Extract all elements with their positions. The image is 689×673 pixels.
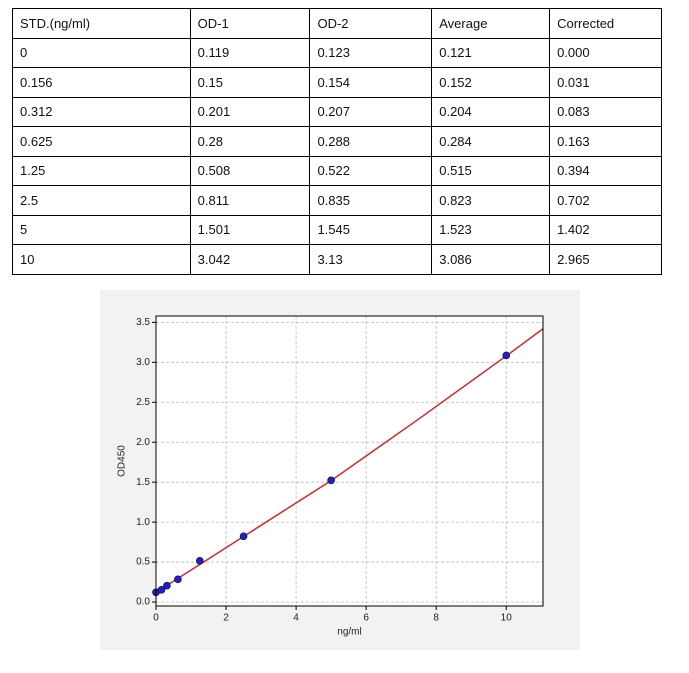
x-tick-label: 8 <box>433 613 439 624</box>
y-tick-label: 0.5 <box>136 557 150 568</box>
data-point <box>195 557 204 565</box>
data-point <box>157 586 166 594</box>
x-tick-label: 4 <box>293 613 299 624</box>
table-cell: 0.284 <box>431 126 551 157</box>
table-cell: 0.515 <box>431 155 551 186</box>
table-cell: Corrected <box>549 8 662 39</box>
table-cell: 0.312 <box>12 96 191 127</box>
y-tick-label: 2.5 <box>136 397 150 408</box>
table-cell: 0.702 <box>549 185 662 216</box>
table-cell: 0.207 <box>309 96 433 127</box>
table-row: STD.(ng/ml) OD-1 OD-2 Average Corrected <box>12 8 662 39</box>
table-cell: 0.121 <box>431 37 551 68</box>
y-tick-label: 3.5 <box>136 317 150 328</box>
y-axis-label: OD450 <box>117 445 128 477</box>
table-cell: 0.204 <box>431 96 551 127</box>
table-cell: 10 <box>12 244 191 275</box>
table-cell: OD-1 <box>189 8 311 39</box>
table-cell: 0.000 <box>549 37 662 68</box>
x-axis-label: ng/ml <box>337 627 361 638</box>
table-cell: 0.119 <box>189 37 311 68</box>
table-cell: 0.154 <box>309 67 433 98</box>
table-body: STD.(ng/ml) OD-1 OD-2 Average Corrected 0 0.11… <box>12 8 662 275</box>
data-point <box>174 575 182 584</box>
data-point <box>502 351 511 360</box>
data-point <box>239 532 248 541</box>
table-cell: 3.13 <box>309 244 433 275</box>
table-cell: 0.508 <box>189 155 311 186</box>
table-row: 0.156 0.15 0.154 0.152 0.031 <box>12 67 662 98</box>
table-cell: 2.5 <box>12 185 191 216</box>
x-tick-label: 2 <box>223 613 229 624</box>
table-row: 5 1.501 1.545 1.523 1.402 <box>12 214 662 245</box>
x-tick-label: 6 <box>363 613 369 624</box>
data-table: STD.(ng/ml) OD-1 OD-2 Average Corrected 0 0.11… <box>12 8 662 275</box>
table-cell: 0.031 <box>549 67 662 98</box>
table-cell: 3.086 <box>431 244 551 275</box>
data-point <box>327 476 335 485</box>
table-row: 0.312 0.201 0.207 0.204 0.083 <box>12 96 662 127</box>
x-tick-label: 10 <box>501 613 513 624</box>
table-cell: 1.545 <box>309 214 433 245</box>
table-cell: STD.(ng/ml) <box>12 8 191 39</box>
table-cell: 0.201 <box>189 96 311 127</box>
table-cell: 1.402 <box>549 214 662 245</box>
y-tick-label: 0.0 <box>136 597 150 608</box>
plot-area <box>156 316 543 606</box>
plot-frame <box>155 315 544 607</box>
table-cell: 0.394 <box>549 155 662 186</box>
y-tick-label: 1.5 <box>136 477 150 488</box>
y-tick-label: 3.0 <box>136 357 150 368</box>
table-cell: 0.152 <box>431 67 551 98</box>
table-cell: 2.965 <box>549 244 662 275</box>
y-tick-label: 2.0 <box>136 437 150 448</box>
table-row: 10 3.042 3.13 3.086 2.965 <box>12 244 662 275</box>
table-cell: 0.156 <box>12 67 191 98</box>
x-tick-label: 0 <box>153 613 159 624</box>
table-cell: 0.083 <box>549 96 662 127</box>
data-point <box>163 581 171 590</box>
table-cell: 3.042 <box>189 244 311 275</box>
table-cell: Average <box>431 8 551 39</box>
table-row: 0 0.119 0.123 0.121 0.000 <box>12 37 662 68</box>
table-cell: 0.15 <box>189 67 311 98</box>
y-tick-label: 1.0 <box>136 517 150 528</box>
table-cell: 0.28 <box>189 126 311 157</box>
table-cell: 0.123 <box>309 37 433 68</box>
plot-layer: 0 2 4 6 8 10 0.0 0.5 1.0 1.5 2.0 2.5 3.0 3.5 <box>136 316 544 624</box>
